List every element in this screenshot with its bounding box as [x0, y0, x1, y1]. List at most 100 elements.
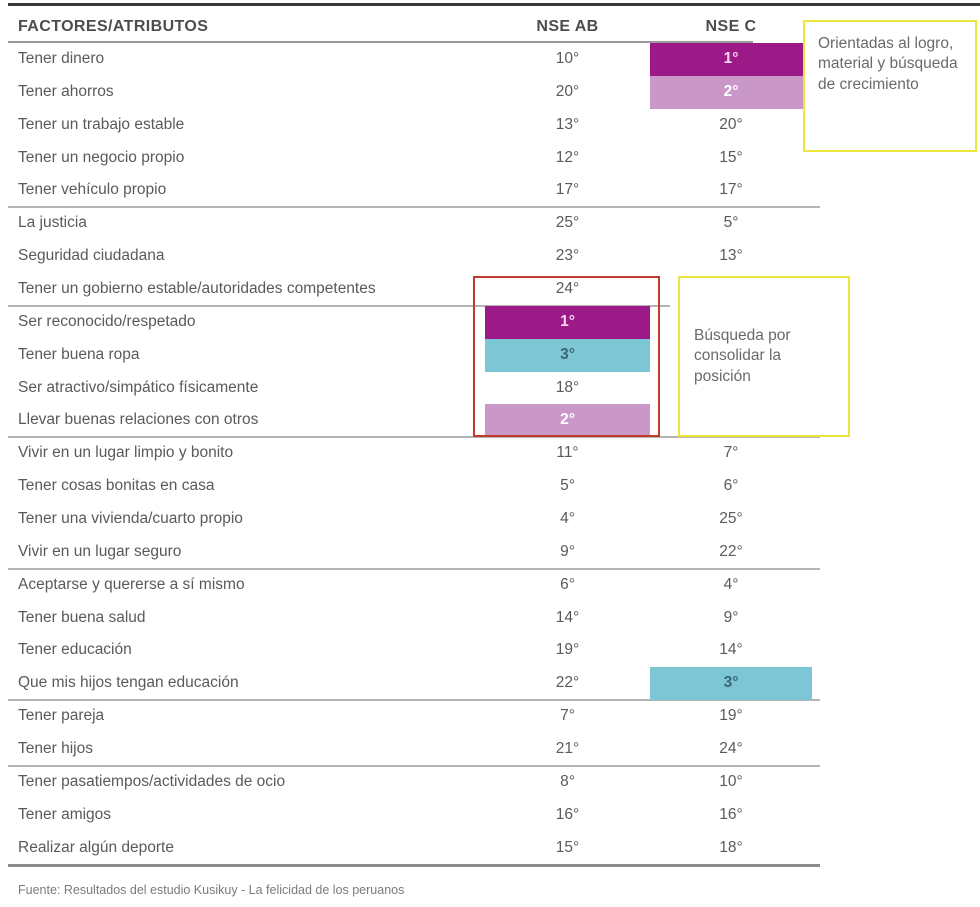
table-row: Seguridad ciudadana 23° 13° — [0, 240, 980, 273]
row-label: Tener una vivienda/cuarto propio — [18, 510, 243, 528]
rank-cell-ab: 16° — [555, 805, 580, 823]
row-label: Tener buena ropa — [18, 345, 140, 363]
table-row: Que mis hijos tengan educación 22° 3° — [0, 667, 980, 702]
row-label: Tener ahorros — [18, 82, 114, 100]
table-row: Tener un trabajo estable 13° 20° — [0, 109, 980, 142]
table-row: Tener buena salud 14° 9° — [0, 602, 980, 635]
rank-cell-c: 4° — [723, 575, 739, 593]
rank-cell-ab: 5° — [560, 477, 575, 495]
row-label: Que mis hijos tengan educación — [18, 674, 239, 692]
rank-cell-c: 6° — [723, 477, 739, 495]
table-row: Tener pasatiempos/actividades de ocio 8° 1… — [0, 766, 980, 799]
rank-cell-c: 18° — [719, 838, 743, 856]
column-header-nse-c: NSE C — [705, 18, 757, 35]
table-row: Tener hijos 21° 24° — [0, 733, 980, 767]
source-note: Fuente: Resultados del estudio Kusikuy -… — [18, 883, 405, 897]
annotation-growth: Orientadas al logro, material y búsqueda… — [803, 20, 977, 152]
column-header-nse-ab: NSE AB — [536, 18, 599, 35]
rank-cell-c: 3° — [650, 667, 812, 701]
rank-cell-c: 9° — [723, 608, 739, 626]
rank-cell-c: 22° — [719, 542, 743, 560]
rank-cell-ab: 10° — [555, 50, 580, 67]
row-label: Tener cosas bonitas en casa — [18, 477, 215, 495]
rank-cell-c: 16° — [719, 805, 743, 823]
group-divider — [8, 764, 820, 767]
row-label: Ser reconocido/respetado — [18, 312, 196, 330]
table-row: Tener amigos 16° 16° — [0, 799, 980, 832]
table-row: La justicia 25° 5° — [0, 207, 980, 240]
rank-cell-c: 20° — [719, 115, 743, 133]
row-label: Tener educación — [18, 641, 132, 659]
bottom-rule — [8, 864, 820, 867]
table-row: Tener dinero 10° 1° — [0, 43, 980, 76]
annotation-growth-text: Orientadas al logro, material y búsqueda… — [818, 35, 958, 93]
table-row: Tener cosas bonitas en casa 5° 6° — [0, 470, 980, 503]
row-label: Tener vehículo propio — [18, 181, 167, 199]
table-row: Tener ahorros 20° 2° — [0, 75, 980, 109]
table-row: Tener un gobierno estable/autoridades co… — [0, 273, 980, 307]
row-label: Tener pareja — [18, 707, 105, 725]
rank-cell-ab: 1° — [485, 305, 650, 339]
rank-cell-c: 10° — [719, 772, 743, 790]
rank-cell-ab: 15° — [555, 838, 580, 856]
top-rule — [8, 3, 980, 6]
group-divider — [8, 567, 820, 570]
rank-cell-ab: 20° — [555, 82, 580, 100]
table-row: Tener una vivienda/cuarto propio 4° 25° — [0, 503, 980, 536]
rank-cell-c: 1° — [650, 43, 812, 76]
annotation-consolidate: Búsqueda por consolidar la posición — [678, 276, 850, 437]
row-label: Tener amigos — [18, 805, 112, 823]
row-label: Tener hijos — [18, 740, 93, 758]
table-row: Vivir en un lugar seguro 9° 22° — [0, 536, 980, 570]
rank-cell-c: 24° — [719, 740, 743, 758]
column-header-factors: FACTORES/ATRIBUTOS — [18, 18, 209, 35]
table-row: Ser atractivo/simpático físicamente 18° — [0, 372, 980, 405]
rank-cell-c: 2° — [650, 75, 812, 109]
rank-cell-c: 13° — [719, 247, 743, 265]
table-row: Tener buena ropa 3° — [0, 338, 980, 372]
table-row: Tener educación 19° 14° — [0, 634, 980, 667]
rank-cell-ab: 7° — [560, 707, 575, 725]
rank-cell-c: 25° — [719, 510, 743, 528]
rank-cell-ab: 12° — [555, 148, 580, 166]
row-label: Tener pasatiempos/actividades de ocio — [18, 772, 286, 790]
row-label: Tener un negocio propio — [18, 148, 185, 166]
row-label: Vivir en un lugar limpio y bonito — [18, 444, 234, 462]
table-body: Tener dinero 10° 1° Tener ahorros 20° 2° Tener… — [0, 43, 980, 864]
row-label: La justicia — [18, 214, 87, 232]
rank-cell-ab: 25° — [555, 214, 580, 232]
row-label: Tener dinero — [18, 50, 105, 67]
rank-cell-ab: 22° — [555, 674, 580, 692]
rank-cell-ab: 24° — [555, 280, 580, 298]
rank-cell-ab: 9° — [560, 542, 575, 560]
rank-cell-ab: 4° — [560, 510, 575, 528]
table-row: Vivir en un lugar limpio y bonito 11° 7° — [0, 437, 980, 470]
rank-cell-c: 14° — [719, 641, 743, 659]
rank-cell-ab: 6° — [560, 575, 575, 593]
table-row: Tener pareja 7° 19° — [0, 700, 980, 733]
header-rule — [8, 41, 753, 43]
group-divider — [8, 699, 820, 702]
rank-cell-ab: 8° — [560, 772, 575, 790]
rank-cell-ab: 11° — [556, 444, 579, 462]
table-row: Tener vehículo propio 17° 17° — [0, 174, 980, 209]
row-label: Realizar algún deporte — [18, 838, 174, 856]
row-label: Tener un gobierno estable/autoridades co… — [18, 280, 376, 298]
table-row: Aceptarse y quererse a sí mismo 6° 4° — [0, 569, 980, 602]
table-row: Realizar algún deporte 15° 18° — [0, 832, 980, 865]
table-row: Ser reconocido/respetado 1° — [0, 305, 980, 339]
rank-cell-c: 15° — [719, 148, 743, 166]
rank-cell-c: 5° — [723, 214, 739, 232]
group-divider — [8, 436, 820, 439]
row-label: Seguridad ciudadana — [18, 247, 165, 265]
rank-cell-ab: 14° — [555, 608, 580, 626]
rank-cell-ab: 2° — [485, 404, 650, 438]
rank-cell-ab: 21° — [555, 740, 580, 758]
table-row: Llevar buenas relaciones con otros 2° — [0, 404, 980, 439]
row-label: Tener buena salud — [18, 608, 146, 626]
rank-cell-ab: 17° — [555, 181, 580, 199]
rank-cell-ab: 19° — [555, 641, 580, 659]
row-label: Aceptarse y quererse a sí mismo — [18, 575, 245, 593]
rank-cell-c: 19° — [719, 707, 743, 725]
